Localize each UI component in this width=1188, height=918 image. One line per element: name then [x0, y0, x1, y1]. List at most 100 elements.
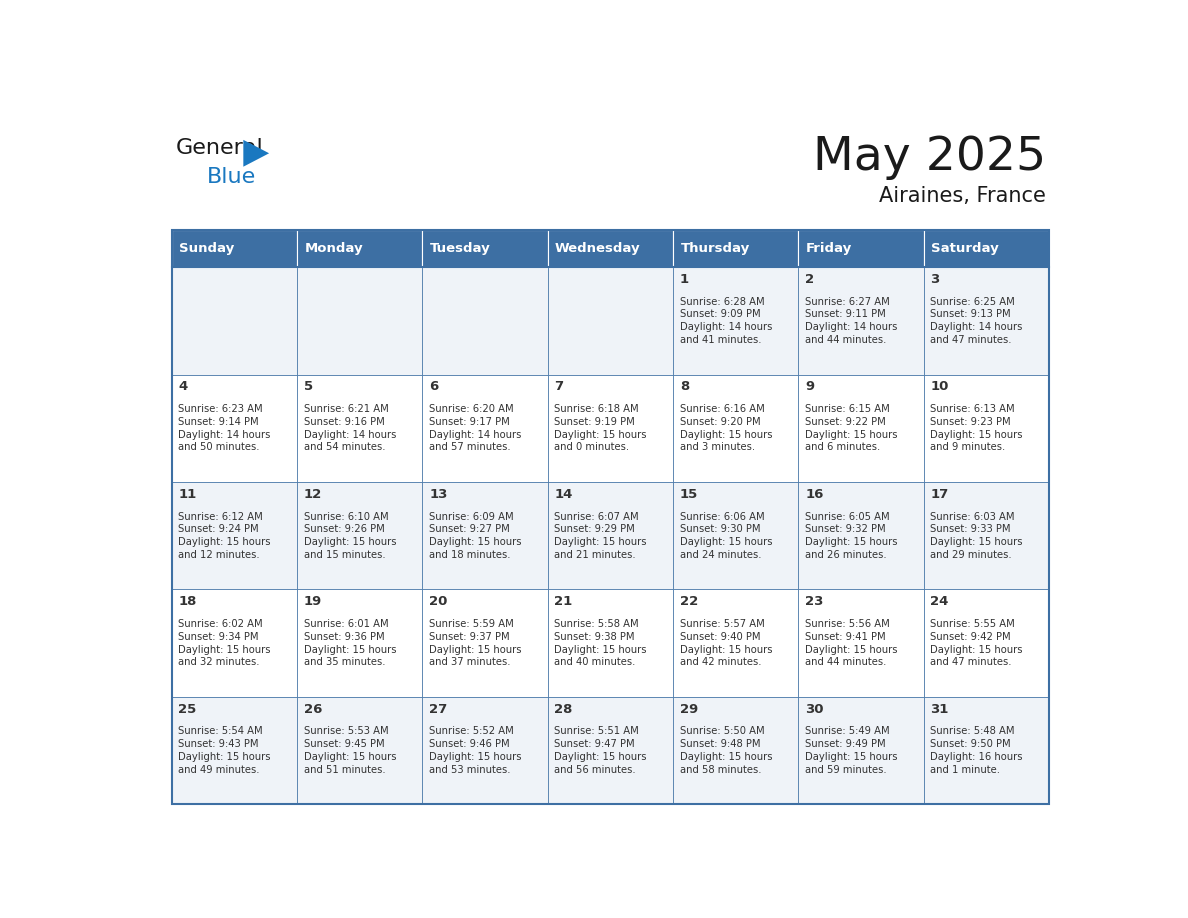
Text: 4: 4 — [178, 380, 188, 394]
Text: Sunrise: 5:58 AM
Sunset: 9:38 PM
Daylight: 15 hours
and 40 minutes.: Sunrise: 5:58 AM Sunset: 9:38 PM Dayligh… — [555, 619, 647, 667]
Text: Sunrise: 5:50 AM
Sunset: 9:48 PM
Daylight: 15 hours
and 58 minutes.: Sunrise: 5:50 AM Sunset: 9:48 PM Dayligh… — [680, 726, 772, 775]
Text: 27: 27 — [429, 703, 448, 716]
Text: Wednesday: Wednesday — [555, 242, 640, 255]
Text: Sunrise: 6:13 AM
Sunset: 9:23 PM
Daylight: 15 hours
and 9 minutes.: Sunrise: 6:13 AM Sunset: 9:23 PM Dayligh… — [930, 404, 1023, 453]
Text: Sunrise: 6:18 AM
Sunset: 9:19 PM
Daylight: 15 hours
and 0 minutes.: Sunrise: 6:18 AM Sunset: 9:19 PM Dayligh… — [555, 404, 647, 453]
Text: Sunrise: 6:03 AM
Sunset: 9:33 PM
Daylight: 15 hours
and 29 minutes.: Sunrise: 6:03 AM Sunset: 9:33 PM Dayligh… — [930, 511, 1023, 560]
Text: 11: 11 — [178, 487, 197, 501]
Text: Sunrise: 6:07 AM
Sunset: 9:29 PM
Daylight: 15 hours
and 21 minutes.: Sunrise: 6:07 AM Sunset: 9:29 PM Dayligh… — [555, 511, 647, 560]
Text: 6: 6 — [429, 380, 438, 394]
Text: Sunrise: 5:56 AM
Sunset: 9:41 PM
Daylight: 15 hours
and 44 minutes.: Sunrise: 5:56 AM Sunset: 9:41 PM Dayligh… — [805, 619, 898, 667]
Text: Friday: Friday — [805, 242, 852, 255]
Bar — [923, 482, 1049, 589]
Text: Sunrise: 5:53 AM
Sunset: 9:45 PM
Daylight: 15 hours
and 51 minutes.: Sunrise: 5:53 AM Sunset: 9:45 PM Dayligh… — [304, 726, 397, 775]
Text: Sunrise: 6:20 AM
Sunset: 9:17 PM
Daylight: 14 hours
and 57 minutes.: Sunrise: 6:20 AM Sunset: 9:17 PM Dayligh… — [429, 404, 522, 453]
Text: Sunrise: 6:06 AM
Sunset: 9:30 PM
Daylight: 15 hours
and 24 minutes.: Sunrise: 6:06 AM Sunset: 9:30 PM Dayligh… — [680, 511, 772, 560]
Bar — [548, 375, 672, 482]
Bar — [297, 482, 422, 589]
Text: 20: 20 — [429, 595, 448, 609]
Text: Sunrise: 6:27 AM
Sunset: 9:11 PM
Daylight: 14 hours
and 44 minutes.: Sunrise: 6:27 AM Sunset: 9:11 PM Dayligh… — [805, 297, 897, 345]
Text: 31: 31 — [930, 703, 949, 716]
Bar — [548, 267, 672, 375]
Text: 18: 18 — [178, 595, 197, 609]
Text: Sunrise: 5:48 AM
Sunset: 9:50 PM
Daylight: 16 hours
and 1 minute.: Sunrise: 5:48 AM Sunset: 9:50 PM Dayligh… — [930, 726, 1023, 775]
Bar — [171, 230, 1049, 804]
Text: Blue: Blue — [207, 167, 255, 186]
Bar — [297, 697, 422, 804]
Text: Sunday: Sunday — [179, 242, 234, 255]
Text: 19: 19 — [304, 595, 322, 609]
Text: Sunrise: 6:23 AM
Sunset: 9:14 PM
Daylight: 14 hours
and 50 minutes.: Sunrise: 6:23 AM Sunset: 9:14 PM Dayligh… — [178, 404, 271, 453]
Bar — [171, 375, 297, 482]
Bar — [923, 230, 1049, 267]
Bar — [548, 697, 672, 804]
Bar — [297, 230, 422, 267]
Text: 5: 5 — [304, 380, 312, 394]
Text: 17: 17 — [930, 487, 949, 501]
Bar — [798, 230, 923, 267]
Text: Tuesday: Tuesday — [430, 242, 491, 255]
Bar — [297, 589, 422, 697]
Text: Sunrise: 6:12 AM
Sunset: 9:24 PM
Daylight: 15 hours
and 12 minutes.: Sunrise: 6:12 AM Sunset: 9:24 PM Dayligh… — [178, 511, 271, 560]
Text: 10: 10 — [930, 380, 949, 394]
Text: 22: 22 — [680, 595, 699, 609]
Text: Sunrise: 6:09 AM
Sunset: 9:27 PM
Daylight: 15 hours
and 18 minutes.: Sunrise: 6:09 AM Sunset: 9:27 PM Dayligh… — [429, 511, 522, 560]
Text: Sunrise: 6:10 AM
Sunset: 9:26 PM
Daylight: 15 hours
and 15 minutes.: Sunrise: 6:10 AM Sunset: 9:26 PM Dayligh… — [304, 511, 397, 560]
Bar — [672, 267, 798, 375]
Bar — [548, 589, 672, 697]
Text: May 2025: May 2025 — [813, 135, 1047, 180]
Bar — [422, 697, 548, 804]
Text: General: General — [176, 139, 264, 159]
Text: Sunrise: 6:21 AM
Sunset: 9:16 PM
Daylight: 14 hours
and 54 minutes.: Sunrise: 6:21 AM Sunset: 9:16 PM Dayligh… — [304, 404, 396, 453]
Text: Sunrise: 5:52 AM
Sunset: 9:46 PM
Daylight: 15 hours
and 53 minutes.: Sunrise: 5:52 AM Sunset: 9:46 PM Dayligh… — [429, 726, 522, 775]
Text: Sunrise: 5:57 AM
Sunset: 9:40 PM
Daylight: 15 hours
and 42 minutes.: Sunrise: 5:57 AM Sunset: 9:40 PM Dayligh… — [680, 619, 772, 667]
Text: Sunrise: 6:05 AM
Sunset: 9:32 PM
Daylight: 15 hours
and 26 minutes.: Sunrise: 6:05 AM Sunset: 9:32 PM Dayligh… — [805, 511, 898, 560]
Text: 1: 1 — [680, 273, 689, 286]
Text: 14: 14 — [555, 487, 573, 501]
Text: Sunrise: 5:59 AM
Sunset: 9:37 PM
Daylight: 15 hours
and 37 minutes.: Sunrise: 5:59 AM Sunset: 9:37 PM Dayligh… — [429, 619, 522, 667]
Bar — [798, 267, 923, 375]
Text: 2: 2 — [805, 273, 814, 286]
Text: 12: 12 — [304, 487, 322, 501]
Bar — [923, 267, 1049, 375]
Bar — [422, 482, 548, 589]
Bar — [672, 375, 798, 482]
Text: 30: 30 — [805, 703, 823, 716]
Bar — [171, 697, 297, 804]
Bar — [171, 589, 297, 697]
Text: Airaines, France: Airaines, France — [879, 185, 1047, 206]
Text: 8: 8 — [680, 380, 689, 394]
Bar — [171, 230, 297, 267]
Text: Sunrise: 6:01 AM
Sunset: 9:36 PM
Daylight: 15 hours
and 35 minutes.: Sunrise: 6:01 AM Sunset: 9:36 PM Dayligh… — [304, 619, 397, 667]
Text: Sunrise: 5:54 AM
Sunset: 9:43 PM
Daylight: 15 hours
and 49 minutes.: Sunrise: 5:54 AM Sunset: 9:43 PM Dayligh… — [178, 726, 271, 775]
Bar — [422, 589, 548, 697]
Bar — [672, 482, 798, 589]
Text: Sunrise: 6:15 AM
Sunset: 9:22 PM
Daylight: 15 hours
and 6 minutes.: Sunrise: 6:15 AM Sunset: 9:22 PM Dayligh… — [805, 404, 898, 453]
Bar — [422, 375, 548, 482]
Bar — [798, 589, 923, 697]
Text: 15: 15 — [680, 487, 699, 501]
Bar — [171, 267, 297, 375]
Text: Sunrise: 6:16 AM
Sunset: 9:20 PM
Daylight: 15 hours
and 3 minutes.: Sunrise: 6:16 AM Sunset: 9:20 PM Dayligh… — [680, 404, 772, 453]
Bar — [672, 697, 798, 804]
Bar — [422, 267, 548, 375]
Text: 3: 3 — [930, 273, 940, 286]
Text: Sunrise: 6:02 AM
Sunset: 9:34 PM
Daylight: 15 hours
and 32 minutes.: Sunrise: 6:02 AM Sunset: 9:34 PM Dayligh… — [178, 619, 271, 667]
Bar — [548, 482, 672, 589]
Text: Sunrise: 5:51 AM
Sunset: 9:47 PM
Daylight: 15 hours
and 56 minutes.: Sunrise: 5:51 AM Sunset: 9:47 PM Dayligh… — [555, 726, 647, 775]
Bar — [297, 375, 422, 482]
Text: 9: 9 — [805, 380, 814, 394]
Text: Thursday: Thursday — [681, 242, 750, 255]
Polygon shape — [244, 140, 270, 167]
Bar — [923, 697, 1049, 804]
Text: Sunrise: 6:25 AM
Sunset: 9:13 PM
Daylight: 14 hours
and 47 minutes.: Sunrise: 6:25 AM Sunset: 9:13 PM Dayligh… — [930, 297, 1023, 345]
Text: 25: 25 — [178, 703, 197, 716]
Text: Sunrise: 5:55 AM
Sunset: 9:42 PM
Daylight: 15 hours
and 47 minutes.: Sunrise: 5:55 AM Sunset: 9:42 PM Dayligh… — [930, 619, 1023, 667]
Bar — [171, 482, 297, 589]
Text: Monday: Monday — [304, 242, 364, 255]
Text: 7: 7 — [555, 380, 563, 394]
Text: 23: 23 — [805, 595, 823, 609]
Bar — [672, 230, 798, 267]
Bar — [422, 230, 548, 267]
Text: 13: 13 — [429, 487, 448, 501]
